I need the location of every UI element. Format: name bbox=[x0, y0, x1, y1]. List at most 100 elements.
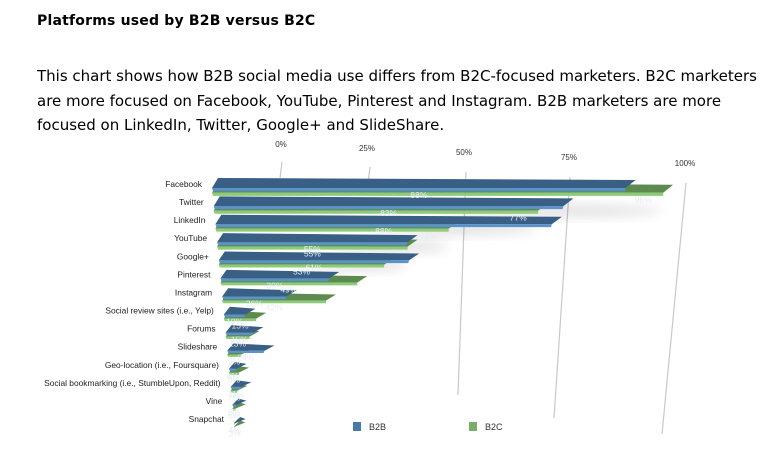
bar-b2b-top bbox=[232, 398, 247, 405]
value-label-b2b: 55% bbox=[304, 244, 321, 254]
bar-b2b-edge bbox=[222, 296, 287, 300]
value-label-b2b: 11% bbox=[228, 389, 245, 399]
bar-b2b-top bbox=[223, 306, 256, 315]
bar-b2b-top bbox=[215, 214, 562, 225]
bar-b2b-top bbox=[218, 251, 420, 261]
bars bbox=[212, 178, 674, 429]
value-label-b2c: 96% bbox=[635, 195, 652, 205]
category-label: LinkedIn bbox=[174, 215, 206, 225]
bar-b2b-top bbox=[222, 288, 297, 297]
category-label: Slideshare bbox=[178, 342, 218, 352]
bar-b2b-edge bbox=[218, 260, 410, 264]
legend-item-b2b: B2B bbox=[353, 422, 386, 432]
bar-b2b-top bbox=[227, 343, 275, 351]
value-label-b2b: 4% bbox=[229, 425, 242, 435]
category-label: YouTube bbox=[174, 233, 207, 243]
category-label: Geo-location (i.e., Foursquare) bbox=[105, 360, 219, 370]
value-label-b2b: 6% bbox=[228, 407, 241, 417]
x-tick-label: 75% bbox=[561, 153, 577, 162]
category-label: Vine bbox=[206, 396, 223, 406]
legend-swatch bbox=[469, 422, 477, 431]
bar-b2c-edge bbox=[218, 264, 385, 268]
bar-b2c-edge bbox=[225, 336, 250, 340]
gridline bbox=[661, 182, 687, 435]
value-label-b2c: 61% bbox=[420, 231, 437, 241]
bar-b2c-top bbox=[232, 402, 246, 409]
category-label: Instagram bbox=[175, 287, 212, 297]
category-label: Pinterest bbox=[177, 269, 211, 279]
value-label-b2b: 26% bbox=[246, 298, 263, 308]
bar-b2c-edge bbox=[223, 318, 257, 322]
bar-b2c-edge bbox=[228, 372, 239, 375]
value-label-b2c: 7% bbox=[228, 393, 241, 403]
category-labels: Snapchat Vine Social bookmarking (i.e., St… bbox=[44, 179, 224, 424]
bar-b2c-edge bbox=[220, 282, 358, 286]
bar-b2b-top bbox=[213, 196, 574, 207]
x-tick-label: 50% bbox=[456, 148, 472, 157]
value-label-b2c: 49% bbox=[280, 285, 297, 295]
value-label-b2b: 6% bbox=[227, 371, 240, 381]
value-label-b2b: 88% bbox=[375, 226, 392, 236]
bar-b2c-edge bbox=[234, 426, 236, 429]
x-tick-label: 25% bbox=[359, 144, 375, 153]
value-label-b2b: 61% bbox=[305, 262, 322, 272]
category-label: Facebook bbox=[165, 179, 203, 189]
bar-b2b-edge bbox=[232, 404, 237, 408]
bar-b2b-edge bbox=[212, 188, 626, 192]
bar-b2b-top bbox=[217, 233, 418, 243]
bar-b2b-top bbox=[230, 380, 252, 387]
bar-b2c-edge bbox=[217, 246, 408, 250]
bar-b2b-top bbox=[228, 361, 247, 369]
bar-b2b-edge bbox=[213, 206, 564, 210]
bar-b2b-edge bbox=[228, 368, 237, 372]
bar-b2b-edge bbox=[234, 423, 236, 425]
value-label-b2c: 5% bbox=[228, 411, 241, 421]
bar-b2b-edge bbox=[223, 314, 246, 318]
bar-b2b-edge bbox=[215, 224, 552, 228]
bar-b2b-top bbox=[220, 269, 340, 279]
value-label-b2c: 9% bbox=[228, 357, 241, 367]
chart-description: This chart shows how B2B social media us… bbox=[37, 67, 757, 134]
value-label-b2c: 77% bbox=[510, 213, 527, 223]
bar-b2c-edge bbox=[232, 408, 236, 411]
category-label: Google+ bbox=[177, 251, 209, 261]
bar-b2c-edge bbox=[227, 354, 242, 357]
bar-b2c-edge bbox=[212, 192, 664, 196]
bar-b2b-top bbox=[225, 325, 264, 333]
bar-b2b-edge bbox=[217, 242, 408, 246]
bar-b2c-edge bbox=[215, 228, 449, 232]
value-label-b2b: 83% bbox=[380, 208, 397, 218]
value-label-b2c: 3% bbox=[228, 429, 241, 439]
bar-b2b-edge bbox=[220, 278, 330, 282]
value-labels: 4%3%6%5%11%7%6%8%24%9%15%13%10%15%26% 42%… bbox=[226, 190, 652, 439]
bar-b2b-edge bbox=[230, 386, 242, 390]
bar-b2b-edge bbox=[227, 350, 265, 354]
value-label-b2c: 53% bbox=[293, 267, 310, 277]
value-label-b2c: 42% bbox=[266, 303, 283, 313]
legend: B2B B2C bbox=[353, 422, 503, 432]
bar-b2c-top bbox=[234, 420, 246, 427]
value-label-b2b: 24% bbox=[237, 353, 254, 363]
category-label: Forums bbox=[187, 324, 215, 334]
x-tick-label: 100% bbox=[675, 159, 695, 168]
category-label: Snapchat bbox=[189, 414, 225, 424]
bar-b2c-edge bbox=[230, 390, 238, 393]
bar-b2c-edge bbox=[213, 210, 539, 214]
value-label-b2b: 39% bbox=[266, 280, 283, 290]
x-tick-label: 0% bbox=[275, 140, 287, 149]
value-label-b2c: 13% bbox=[229, 339, 246, 349]
value-label-b2c: 8% bbox=[228, 375, 241, 385]
legend-swatch bbox=[353, 422, 361, 431]
value-label-b2b: 88% bbox=[410, 190, 427, 200]
x-axis-ticks: 0% 25% 50% 75% 100% bbox=[275, 140, 695, 168]
bar-b2b-edge bbox=[225, 332, 254, 336]
bar-b2b-top bbox=[234, 417, 246, 423]
legend-label: B2B bbox=[369, 422, 386, 432]
value-label-b2b: 15% bbox=[231, 335, 248, 345]
bar-b2c-edge bbox=[222, 300, 326, 304]
gridline bbox=[279, 161, 283, 179]
category-label: Social review sites (i.e., Yelp) bbox=[105, 306, 214, 316]
chart-heading: Platforms used by B2B versus B2C bbox=[37, 13, 316, 29]
category-label: Twitter bbox=[179, 197, 204, 207]
